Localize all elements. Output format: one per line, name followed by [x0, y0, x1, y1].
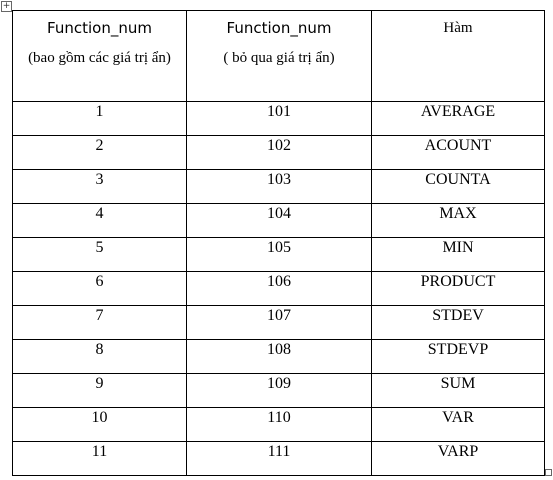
table-cell: STDEVP: [371, 339, 545, 374]
table-cell: 2: [12, 135, 187, 170]
table-cell: MAX: [371, 203, 545, 238]
table-cell: 11: [12, 441, 187, 476]
cell-text: STDEVP: [427, 341, 489, 358]
table-cell: 103: [186, 169, 372, 204]
table-cell: MIN: [371, 237, 545, 272]
table-row: 4 104 MAX: [12, 203, 545, 238]
cell-text: 8: [95, 341, 104, 358]
cell-text: SUM: [440, 375, 476, 392]
table-cell: 6: [12, 271, 187, 306]
table-cell: 3: [12, 169, 187, 204]
cell-text: 109: [267, 375, 291, 392]
cell-text: MAX: [439, 205, 477, 222]
header-cell: Function_num ( bỏ qua giá trị ẩn): [186, 10, 372, 102]
table-row: 1 101 AVERAGE: [12, 101, 545, 136]
cell-text: 3: [95, 171, 104, 188]
cell-text: MIN: [442, 239, 474, 256]
cell-text: 110: [267, 409, 291, 426]
table-cell: 9: [12, 373, 187, 408]
cell-text: 105: [267, 239, 291, 256]
table-cell: 8: [12, 339, 187, 374]
cell-text: 107: [267, 307, 291, 324]
table-cell: VARP: [371, 441, 545, 476]
cell-text: VAR: [442, 409, 474, 426]
cell-text: 108: [267, 341, 291, 358]
cell-text: 101: [267, 103, 291, 120]
table-cell: 108: [186, 339, 372, 374]
table-cell: ACOUNT: [371, 135, 545, 170]
table-cell: SUM: [371, 373, 545, 408]
cell-text: 11: [91, 443, 108, 460]
header-text: Hàm: [443, 20, 473, 36]
cell-text: COUNTA: [425, 171, 491, 188]
cell-text: ACOUNT: [424, 137, 492, 154]
table-cell: 10: [12, 407, 187, 442]
table-row: 10 110 VAR: [12, 407, 545, 442]
cell-text: 7: [95, 307, 104, 324]
table-cell: 107: [186, 305, 372, 340]
cell-text: 102: [267, 137, 291, 154]
header-text: (bao gồm các giá trị ẩn): [28, 50, 171, 66]
header-cell: Hàm: [371, 10, 545, 102]
cell-text: 2: [95, 137, 104, 154]
cell-text: AVERAGE: [420, 103, 496, 120]
table-cell: COUNTA: [371, 169, 545, 204]
function-table: Function_num (bao gồm các giá trị ẩn) Func…: [12, 10, 545, 476]
table-cell: 102: [186, 135, 372, 170]
table-cell: VAR: [371, 407, 545, 442]
cell-text: 10: [91, 409, 108, 426]
header-text: Function_num: [226, 19, 332, 37]
table-cell: 106: [186, 271, 372, 306]
table-row: 6 106 PRODUCT: [12, 271, 545, 306]
table-row: 8 108 STDEVP: [12, 339, 545, 374]
cell-text: 1: [95, 103, 104, 120]
table-row: 11 111 VARP: [12, 441, 545, 476]
table-cell: 5: [12, 237, 187, 272]
cell-text: 103: [267, 171, 291, 188]
cell-text: 106: [267, 273, 291, 290]
cell-text: STDEV: [432, 307, 484, 324]
table-cell: 101: [186, 101, 372, 136]
table-cell: 105: [186, 237, 372, 272]
table-resize-handle[interactable]: [545, 469, 552, 476]
table-row: 5 105 MIN: [12, 237, 545, 272]
header-text: Function_num: [47, 19, 152, 37]
cell-text: 104: [267, 205, 291, 222]
table-row: 9 109 SUM: [12, 373, 545, 408]
table-move-handle[interactable]: +: [1, 1, 12, 12]
table-cell: 104: [186, 203, 372, 238]
cell-text: 6: [95, 273, 104, 290]
cell-text: 5: [95, 239, 104, 256]
table-cell: 110: [186, 407, 372, 442]
header-row: Function_num (bao gồm các giá trị ẩn) Func…: [12, 10, 545, 102]
cell-text: VARP: [437, 443, 479, 460]
table-cell: 1: [12, 101, 187, 136]
table-row: 7 107 STDEV: [12, 305, 545, 340]
header-text: ( bỏ qua giá trị ẩn): [223, 50, 335, 66]
table-cell: AVERAGE: [371, 101, 545, 136]
table-cell: 109: [186, 373, 372, 408]
table-cell: 7: [12, 305, 187, 340]
cell-text: 4: [95, 205, 104, 222]
table-row: 2 102 ACOUNT: [12, 135, 545, 170]
table-cell: STDEV: [371, 305, 545, 340]
header-cell: Function_num (bao gồm các giá trị ẩn): [12, 10, 187, 102]
table-row: 3 103 COUNTA: [12, 169, 545, 204]
table-cell: 4: [12, 203, 187, 238]
cell-text: 111: [267, 443, 291, 460]
table-cell: PRODUCT: [371, 271, 545, 306]
table-cell: 111: [186, 441, 372, 476]
cell-text: 9: [95, 375, 104, 392]
cell-text: PRODUCT: [420, 273, 496, 290]
